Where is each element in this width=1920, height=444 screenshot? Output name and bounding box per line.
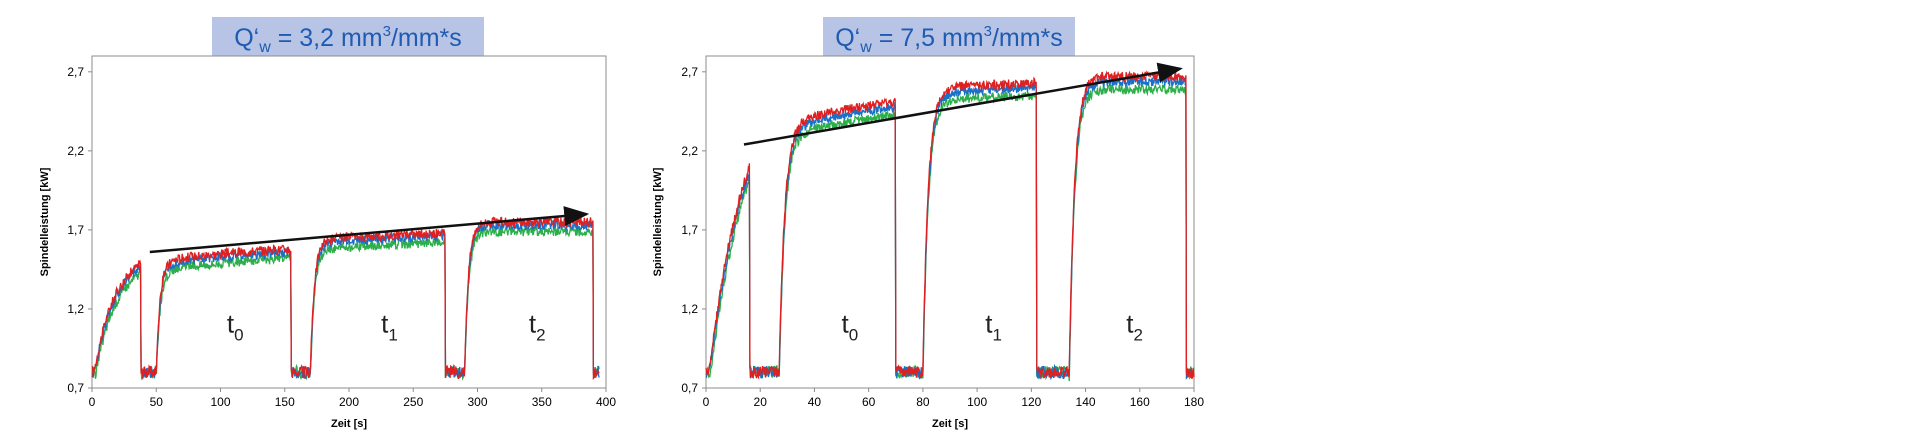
y-tick-label: 2,7 xyxy=(681,65,698,79)
series-line-0 xyxy=(705,70,1195,380)
phase-label: t2 xyxy=(529,309,546,345)
phase-label: t0 xyxy=(227,309,244,345)
chart-1-x-ticks: 0 50 100 150 200 250 300 350 400 xyxy=(89,388,616,409)
phase-label: t1 xyxy=(985,309,1002,345)
y-tick-label: 0,7 xyxy=(67,381,84,395)
series-line-0 xyxy=(91,216,600,381)
x-tick-label: 180 xyxy=(1184,395,1204,409)
x-tick-label: 100 xyxy=(967,395,987,409)
chart-2-title-box xyxy=(823,17,1075,56)
x-tick-label: 120 xyxy=(1021,395,1041,409)
chart-2-plot-area xyxy=(705,55,1195,389)
chart-2-series-group xyxy=(705,70,1195,382)
chart-1-trend-arrow xyxy=(149,206,590,254)
series-line-1 xyxy=(705,75,1195,381)
y-tick-label: 2,2 xyxy=(681,144,698,158)
chart-1-series-group xyxy=(91,216,600,381)
x-tick-label: 80 xyxy=(916,395,930,409)
chart-2-y-label: Spindelleistung [kW] xyxy=(652,167,664,276)
x-tick-label: 100 xyxy=(210,395,230,409)
series-line-2 xyxy=(705,83,1195,382)
chart-1-title-box xyxy=(212,17,484,56)
x-tick-label: 250 xyxy=(403,395,423,409)
x-tick-label: 50 xyxy=(150,395,164,409)
chart-2: Q‘w = 7,5 mm3/mm*s 0,7 1,2 1,7 2,2 2,7 0 20 40… xyxy=(652,17,1204,430)
chart-1-y-label: Spindelleistung [kW] xyxy=(39,167,51,276)
phase-label: t1 xyxy=(381,309,398,345)
y-tick-label: 1,7 xyxy=(681,223,698,237)
chart-2-trend-arrow xyxy=(743,62,1183,146)
y-tick-label: 2,2 xyxy=(67,144,84,158)
x-tick-label: 160 xyxy=(1130,395,1150,409)
y-tick-label: 1,2 xyxy=(681,302,698,316)
y-tick-label: 2,7 xyxy=(67,65,84,79)
x-tick-label: 150 xyxy=(275,395,295,409)
trend-arrow-line xyxy=(743,62,1183,146)
chart-2-annotations: t0 t1 t2 xyxy=(842,309,1143,345)
x-tick-label: 140 xyxy=(1076,395,1096,409)
chart-1: Q‘w = 3,2 mm3/mm*s 0,7 1,2 1,7 2,2 2,7 0 50 10… xyxy=(39,17,616,430)
phase-label: t0 xyxy=(842,309,859,345)
chart-1-title: Q‘w = 3,2 mm3/mm*s xyxy=(234,23,462,56)
x-tick-label: 200 xyxy=(339,395,359,409)
x-tick-label: 0 xyxy=(703,395,710,409)
phase-label: t2 xyxy=(1126,309,1143,345)
series-line-2 xyxy=(91,225,600,381)
x-tick-label: 0 xyxy=(89,395,96,409)
y-tick-label: 1,2 xyxy=(67,302,84,316)
series-line-1 xyxy=(91,218,600,380)
y-tick-label: 1,7 xyxy=(67,223,84,237)
x-tick-label: 20 xyxy=(754,395,768,409)
x-tick-label: 350 xyxy=(532,395,552,409)
x-tick-label: 400 xyxy=(596,395,616,409)
chart-1-annotations: t0 t1 t2 xyxy=(227,309,546,345)
x-tick-label: 40 xyxy=(808,395,822,409)
chart-2-x-ticks: 0 20 40 60 80 100 120 140 160 180 xyxy=(703,388,1204,409)
y-tick-label: 0,7 xyxy=(681,381,698,395)
trend-arrow-line xyxy=(149,206,590,254)
chart-1-y-ticks: 0,7 1,2 1,7 2,2 2,7 xyxy=(67,65,92,395)
chart-2-y-ticks: 0,7 1,2 1,7 2,2 2,7 xyxy=(681,65,706,395)
chart-2-title: Q‘w = 7,5 mm3/mm*s xyxy=(835,23,1063,56)
chart-1-x-label: Zeit [s] xyxy=(331,418,367,430)
chart-2-x-label: Zeit [s] xyxy=(932,418,968,430)
x-tick-label: 60 xyxy=(862,395,876,409)
x-tick-label: 300 xyxy=(467,395,487,409)
